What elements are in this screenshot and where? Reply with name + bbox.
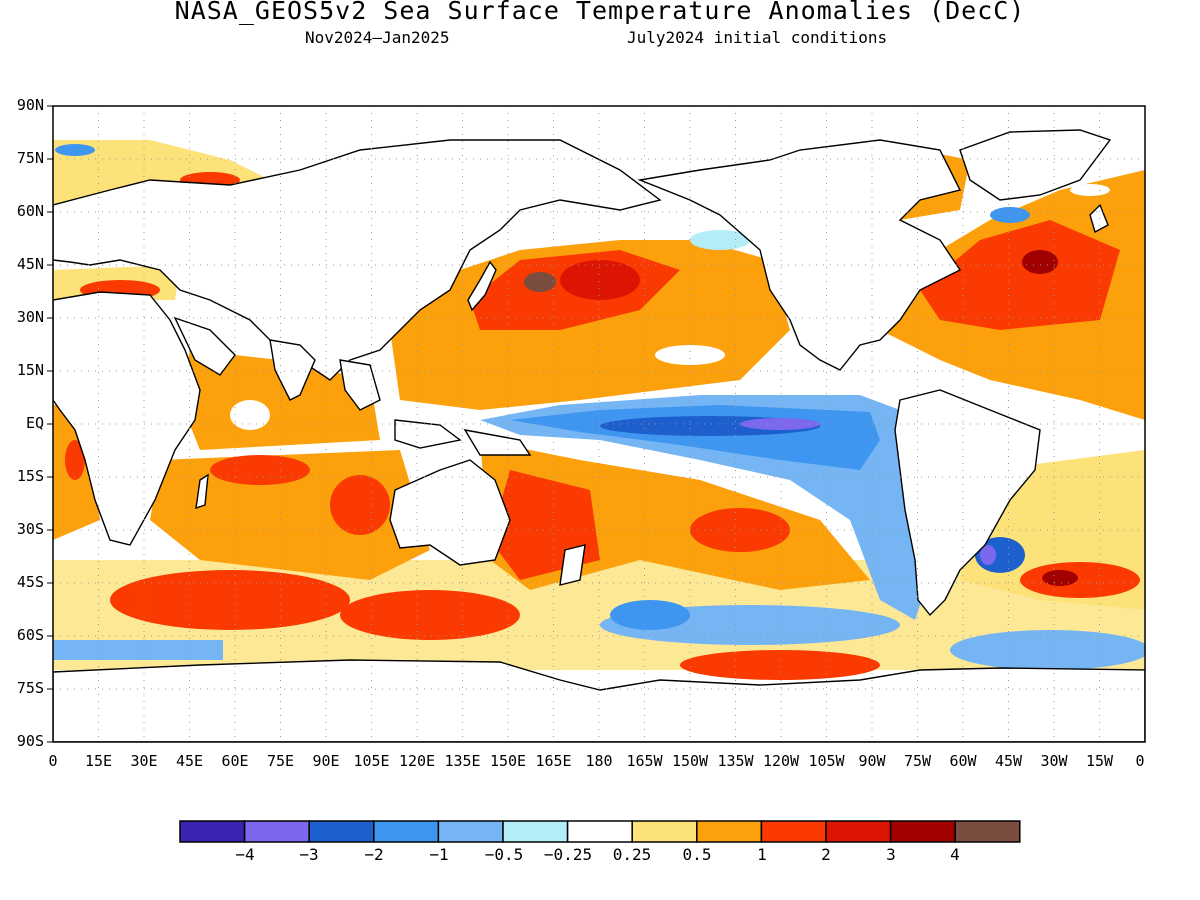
lat-label-90s: 90S xyxy=(16,732,44,750)
ticks xyxy=(47,105,53,743)
colorbar-label: −0.5 xyxy=(484,845,524,864)
lon-label-75e: 75E xyxy=(266,752,295,770)
colorbar-swatch xyxy=(308,820,375,843)
colorbar-swatch xyxy=(889,820,956,843)
lon-label-15e: 15E xyxy=(84,752,113,770)
colorbar-swatch xyxy=(179,820,246,843)
lon-label-15w: 15W xyxy=(1085,752,1114,770)
colorbar-swatch xyxy=(825,820,892,843)
colorbar-label: 2 xyxy=(821,845,831,864)
lat-label-60s: 60S xyxy=(16,626,44,644)
colorbar xyxy=(179,820,1021,843)
colorbar-swatch xyxy=(760,820,827,843)
lon-label-0: 0 xyxy=(48,752,58,770)
lon-label-30e: 30E xyxy=(130,752,158,770)
colorbar-label: 0.25 xyxy=(612,845,652,864)
lat-label-90n: 90N xyxy=(16,96,44,114)
lat-label-45s: 45S xyxy=(16,573,44,591)
lon-label-105e: 105E xyxy=(353,752,390,770)
colorbar-label: 4 xyxy=(950,845,960,864)
graticule xyxy=(53,106,1145,742)
lon-label-60w: 60W xyxy=(949,752,977,770)
lon-label-60e: 60E xyxy=(221,752,249,770)
lon-label-165e: 165E xyxy=(535,752,572,770)
colorbar-swatch xyxy=(437,820,504,843)
colorbar-swatch xyxy=(243,820,310,843)
lat-label-60n: 60N xyxy=(16,202,44,220)
lon-label-150e: 150E xyxy=(489,752,527,770)
lon-label-120w: 120W xyxy=(762,752,800,770)
lat-label-15s: 15S xyxy=(16,467,44,485)
lon-label-45e: 45E xyxy=(175,752,204,770)
lat-label-45n: 45N xyxy=(16,255,44,273)
colorbar-swatch xyxy=(373,820,440,843)
sst-field xyxy=(53,106,1145,742)
lon-label-150w: 150W xyxy=(671,752,709,770)
lon-label-120e: 120E xyxy=(398,752,436,770)
lon-label-90w: 90W xyxy=(858,752,886,770)
colorbar-label: 3 xyxy=(886,845,896,864)
lat-label-eq: EQ xyxy=(25,414,44,432)
colorbar-swatch xyxy=(631,820,698,843)
colorbar-swatch xyxy=(566,820,633,843)
lon-label-30w: 30W xyxy=(1040,752,1068,770)
lon-label-180: 180 xyxy=(585,752,613,770)
lon-label-135e: 135E xyxy=(444,752,481,770)
lat-label-75n: 75N xyxy=(16,149,44,167)
colorbar-label: −4 xyxy=(235,845,255,864)
lon-label-135w: 135W xyxy=(717,752,754,770)
colorbar-label: −3 xyxy=(299,845,319,864)
lon-label-75w: 75W xyxy=(903,752,932,770)
lat-label-30s: 30S xyxy=(16,520,44,538)
lon-label-0-east: 0 xyxy=(1135,752,1145,770)
lon-label-165w: 165W xyxy=(626,752,663,770)
initial-conditions: July2024 initial conditions xyxy=(627,28,888,47)
colorbar-label: 1 xyxy=(757,845,767,864)
colorbar-label: −1 xyxy=(429,845,449,864)
forecast-period: Nov2024—Jan2025 xyxy=(305,28,450,47)
colorbar-label: −2 xyxy=(364,845,384,864)
colorbar-swatch xyxy=(954,820,1021,843)
colorbar-swatch xyxy=(696,820,763,843)
lon-label-105w: 105W xyxy=(808,752,845,770)
lat-label-75s: 75S xyxy=(16,679,44,697)
lon-label-45w: 45W xyxy=(994,752,1023,770)
lat-label-30n: 30N xyxy=(16,308,44,326)
lat-label-15n: 15N xyxy=(16,361,44,379)
colorbar-swatch xyxy=(502,820,569,843)
colorbar-label: 0.5 xyxy=(682,845,712,864)
chart-title: NASA_GEOS5v2 Sea Surface Temperature Ano… xyxy=(174,0,1026,25)
lon-label-90e: 90E xyxy=(312,752,340,770)
colorbar-label: −0.25 xyxy=(543,845,593,864)
